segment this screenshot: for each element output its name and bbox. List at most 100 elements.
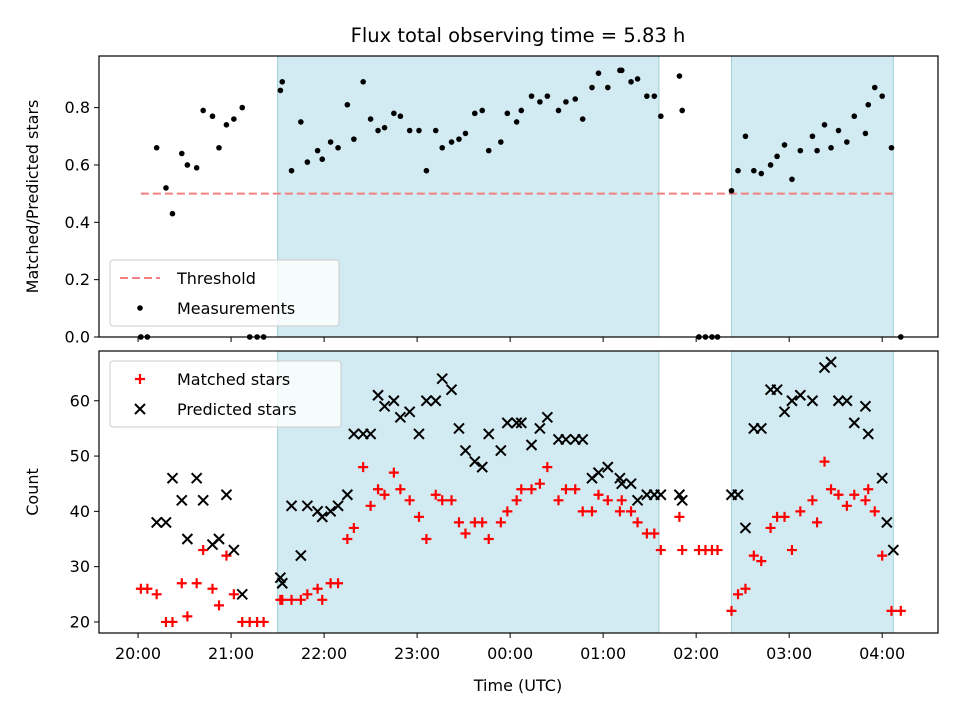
data-point: [295, 549, 307, 562]
data-point: [887, 544, 900, 556]
data-point: [676, 494, 688, 507]
data-point: [151, 589, 162, 600]
legend-box: [109, 360, 342, 428]
data-point: [841, 395, 853, 407]
data-point: [423, 167, 430, 174]
data-point: [819, 456, 830, 467]
data-point: [634, 76, 641, 82]
data-point: [534, 422, 546, 435]
data-point: [348, 522, 359, 533]
data-point: [413, 511, 424, 522]
data-point: [302, 589, 313, 600]
data-point: [477, 517, 488, 528]
data-point: [726, 605, 737, 616]
data-point: [453, 517, 464, 528]
data-point: [879, 93, 885, 99]
data-point: [285, 500, 298, 512]
data-point: [740, 583, 751, 594]
data-point: [286, 594, 297, 605]
data-point: [778, 406, 791, 418]
data-point: [865, 101, 872, 108]
data-point: [430, 489, 441, 500]
y-tick-label: 0.8: [65, 98, 90, 117]
data-point: [220, 489, 233, 501]
data-point: [844, 139, 850, 145]
data-point: [677, 545, 688, 556]
data-point: [160, 516, 172, 529]
y-tick-label: 0.4: [65, 213, 90, 232]
top-axes-frame: [98, 55, 939, 338]
data-point: [479, 107, 486, 114]
data-point: [886, 605, 897, 616]
data-point: [348, 428, 360, 440]
legend-box: [109, 259, 340, 327]
data-point: [413, 428, 425, 440]
data-point: [895, 605, 906, 616]
x-axis-label: Time (UTC): [473, 676, 562, 695]
data-point: [735, 167, 741, 174]
data-point: [460, 528, 471, 539]
data-point: [504, 110, 511, 117]
data-point: [288, 167, 295, 174]
data-point: [476, 461, 488, 473]
data-point: [631, 494, 644, 507]
data-point: [516, 484, 527, 495]
data-point: [416, 127, 422, 134]
x-tick-label: 21:00: [208, 644, 254, 663]
data-point: [276, 577, 288, 589]
data-point: [462, 130, 469, 137]
data-point: [789, 176, 795, 183]
data-point: [213, 600, 224, 611]
data-point: [821, 122, 828, 128]
data-point: [602, 495, 613, 506]
data-point: [298, 119, 304, 125]
data-point: [814, 147, 820, 154]
data-point: [358, 462, 369, 473]
data-point: [589, 84, 595, 91]
shaded-interval-2: [731, 55, 894, 338]
data-point: [191, 578, 202, 589]
data-point: [456, 136, 462, 142]
data-point: [391, 110, 397, 117]
data-point: [862, 130, 869, 137]
data-point: [221, 550, 232, 561]
data-point: [712, 545, 723, 556]
data-point: [335, 144, 341, 151]
data-point: [502, 506, 513, 517]
y-tick-label: 40: [70, 502, 90, 521]
data-point: [388, 467, 399, 478]
x-tick-label: 03:00: [766, 644, 812, 663]
data-point: [228, 544, 240, 556]
data-point: [809, 133, 816, 140]
legend-label: Threshold: [176, 269, 256, 288]
data-point: [200, 107, 206, 114]
data-point: [364, 428, 377, 440]
data-point: [437, 495, 448, 506]
data-point: [679, 107, 686, 114]
data-point: [184, 162, 191, 168]
data-point: [446, 495, 457, 506]
data-point: [828, 144, 834, 151]
data-point: [153, 144, 160, 151]
data-point: [797, 147, 804, 154]
data-point: [751, 167, 757, 174]
data-point: [626, 506, 637, 517]
x-tick-label: 00:00: [487, 644, 533, 663]
data-point: [525, 439, 538, 451]
data-point: [277, 87, 284, 94]
x-tick-label: 23:00: [394, 644, 440, 663]
data-point: [602, 461, 614, 473]
data-point: [495, 444, 507, 457]
bottom-axes-frame: [98, 350, 939, 634]
data-point: [432, 127, 439, 134]
data-point: [197, 494, 209, 507]
data-point: [848, 417, 860, 429]
data-point: [190, 472, 203, 484]
series-predicted-stars: [150, 356, 900, 601]
x-tick-label: 04:00: [859, 644, 905, 663]
data-point: [406, 127, 413, 134]
data-point: [673, 489, 686, 501]
data-point: [312, 583, 323, 594]
data-point: [169, 210, 176, 217]
data-point: [515, 417, 527, 429]
